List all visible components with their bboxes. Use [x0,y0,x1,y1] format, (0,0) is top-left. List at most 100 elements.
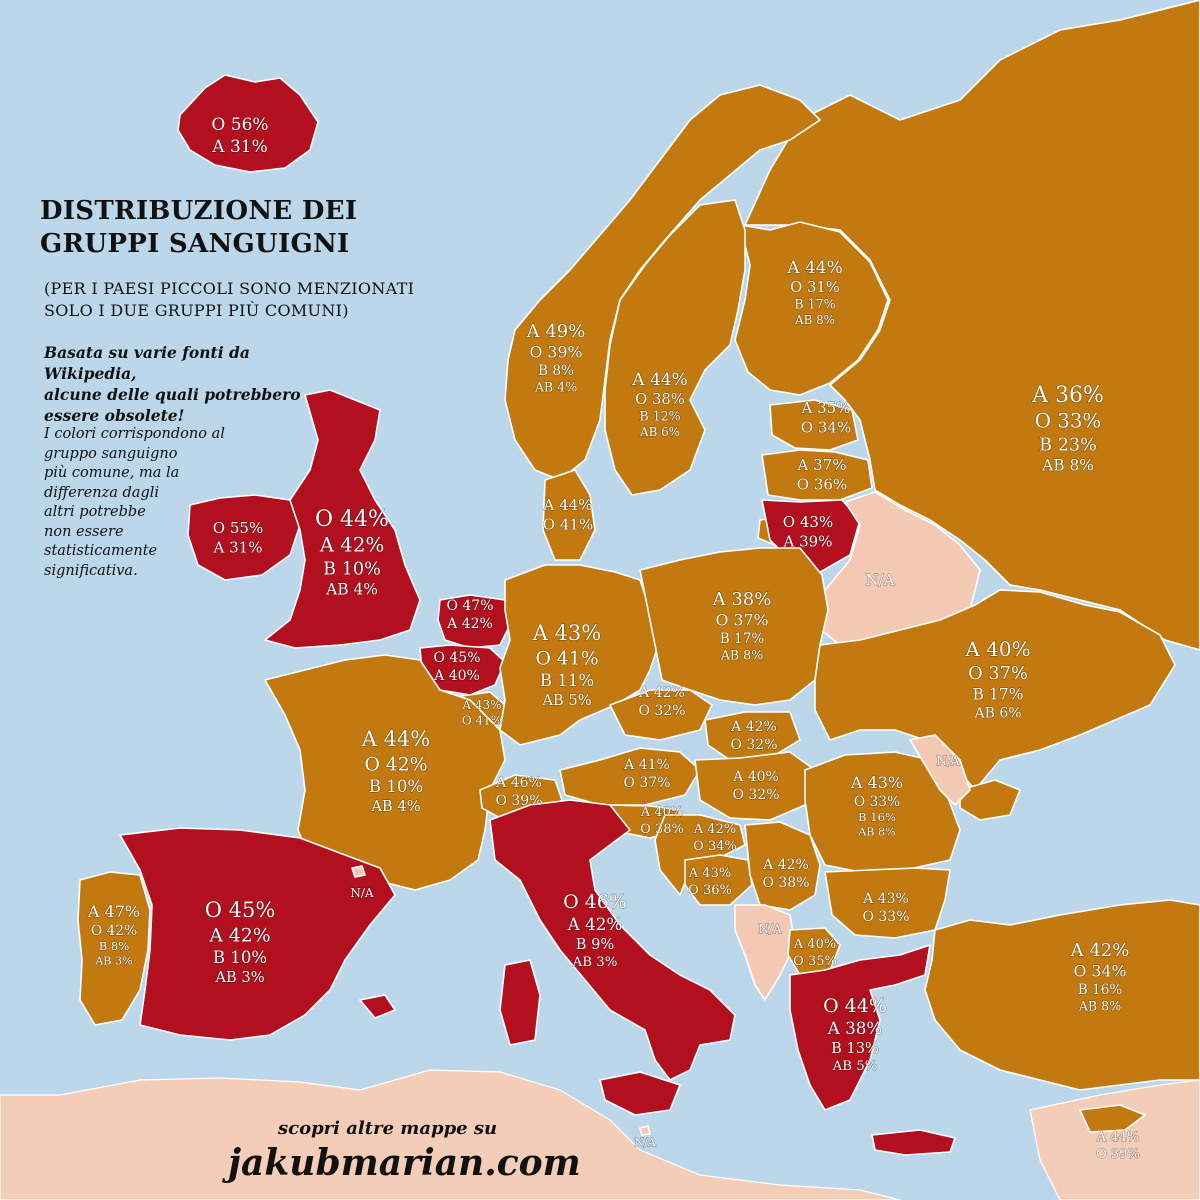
label-line: A 42% [762,857,809,873]
label-line: O 39% [1096,1147,1140,1162]
title-line2: GRUPPI SANGUIGNI [40,229,350,259]
country-denmark [542,469,596,561]
label-luxembourg: A 43% O 41% [461,698,502,728]
label-france: A 44% O 42% B 10% AB 4% [361,727,431,815]
country-bosnia [684,854,753,906]
country-sweden [604,199,746,496]
label-malta: N/A [634,1136,656,1149]
country-andorra [351,865,366,878]
label-macedonia: A 40% O 35% [793,937,837,969]
label-line: O 36% [797,476,847,494]
label-line: A 44% [631,370,687,390]
label-line: AB 8% [794,313,835,327]
label-line: O 37% [715,611,768,630]
label-line: O 44% [823,995,887,1017]
label-line: A 35% [801,399,851,417]
label-line: AB 6% [639,425,680,439]
country-czechia [609,689,713,741]
label-line: B 17% [972,685,1023,703]
country-estonia [769,399,859,451]
country-latvia [761,449,873,501]
label-belarus: N/A [865,571,894,589]
country-ireland [187,494,301,581]
label-line: A 38% [712,589,772,610]
label-line: A 43% [850,773,903,792]
label-line: O 38% [635,391,685,408]
source-note: Basata su varie fonti da Wikipedia, alcu… [44,342,324,426]
label-line: AB 3% [214,969,264,986]
label-serbia: A 42% O 38% [762,857,809,891]
label-line: A 47% [87,902,140,921]
north-africa [0,1069,901,1200]
label-bulgaria: A 43% O 33% [862,891,909,925]
label-line: B 17% [720,631,765,647]
label-russia: A 36% O 33% B 23% AB 8% [1031,383,1104,475]
country-italy-sicily [599,1071,681,1116]
country-serbia [744,821,821,911]
label-line: A 36% [1031,383,1104,408]
label-line: A 43% [862,891,909,907]
label-line: AB 4% [534,380,577,395]
label-line: A 42% [446,616,493,632]
country-spain-balearic [359,994,396,1019]
label-line: O 46% [563,891,627,913]
label-line: A 43% [532,621,602,645]
label-line: A 43% [688,866,731,881]
label-belgium: O 45% A 40% [433,650,480,684]
label-line: A 44% [361,727,431,751]
label-line: N/A [936,754,960,768]
label-line: O 41% [462,714,502,728]
label-line: A 42% [319,534,385,557]
label-line: A 40% [793,937,836,952]
label-line: B 16% [1078,982,1123,998]
country-iceland [177,74,319,173]
country-spain [119,827,396,1041]
label-line: AB 5% [832,1059,878,1074]
country-slovakia [704,711,801,761]
label-line: A 31% [211,137,267,157]
label-line: O 55% [213,519,263,537]
label-line: AB 8% [1041,457,1094,475]
label-line: A 40% [433,668,480,684]
country-norway [504,84,821,481]
country-turkey [924,899,1200,1091]
label-line: O 34% [693,839,737,854]
label-line: O 33% [854,794,900,810]
label-line: A 39% [783,533,833,551]
label-line: B 23% [1039,436,1097,456]
country-finland [734,221,889,396]
label-line: A 42% [1070,940,1130,961]
label-line: A 42% [208,925,270,946]
footer-website-link[interactable]: jakubmarian.com [228,1142,581,1184]
label-line: A 46% [495,775,542,791]
label-line: A 44% [1096,1130,1139,1145]
label-line: O 37% [968,663,1028,684]
label-line: AB 6% [973,706,1021,722]
label-line: O 42% [91,923,137,939]
country-portugal [77,871,151,1026]
label-line: B 13% [831,1040,879,1057]
label-germany: A 43% O 41% B 11% AB 5% [532,621,602,709]
subtitle-line2: SOLO I DUE GRUPPI PIÙ COMUNI) [44,301,349,320]
label-line: O 42% [364,754,427,775]
label-line: O 43% [783,513,833,531]
label-line: A 49% [526,321,586,342]
country-uk [264,389,421,649]
label-norway: A 49% O 39% B 8% AB 4% [526,321,586,395]
note2-line: altri potrebbe [44,504,146,520]
label-line: A 40% [732,769,779,785]
label-line: O 41% [535,648,598,669]
label-finland: A 44% O 31% B 17% AB 8% [786,258,842,327]
country-greece-crete [871,1129,956,1156]
country-cyprus [1079,1104,1146,1133]
country-montenegro-albania [734,904,796,1001]
label-line: O 32% [730,737,777,753]
label-line: A 44% [543,496,593,514]
page-subtitle: (PER I PAESI PICCOLI SONO MENZIONATI SOL… [44,278,414,322]
label-lithuania: O 43% A 39% [783,513,834,551]
label-line: O 36% [688,883,732,898]
label-line: N/A [865,571,894,589]
title-line1: DISTRIBUZIONE DEI [40,196,358,226]
label-line: O 32% [732,787,779,803]
